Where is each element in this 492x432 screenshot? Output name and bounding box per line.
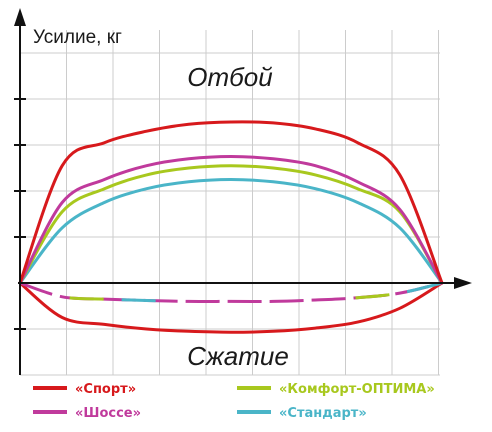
x-axis-arrow: [454, 277, 472, 289]
rebound-label: Отбой: [187, 62, 272, 92]
grid: [20, 30, 440, 376]
y-axis-ticks: [14, 98, 26, 330]
y-axis-label: Усилие, кг: [33, 27, 122, 48]
y-axis-arrow: [14, 8, 26, 26]
series-line-rebound: [18, 154, 444, 285]
legend-label: «Стандарт»: [279, 406, 367, 421]
legend-label: «Шоссе»: [75, 406, 141, 421]
compression-label: Сжатие: [187, 341, 289, 371]
series-line-rebound: [18, 120, 444, 285]
series-group: [18, 120, 444, 334]
series-line-rebound: [18, 164, 444, 285]
legend: «Спорт» «Комфорт-ОПТИМА» «Шоссе» «Стандарт»: [33, 382, 435, 421]
series-line-compression-overlay: [19, 281, 443, 303]
axes: [14, 8, 472, 375]
legend-label: «Спорт»: [75, 382, 136, 397]
legend-label: «Комфорт-ОПТИМА»: [279, 382, 435, 397]
series-line-compression: [19, 281, 443, 334]
series-line-rebound: [18, 177, 444, 285]
